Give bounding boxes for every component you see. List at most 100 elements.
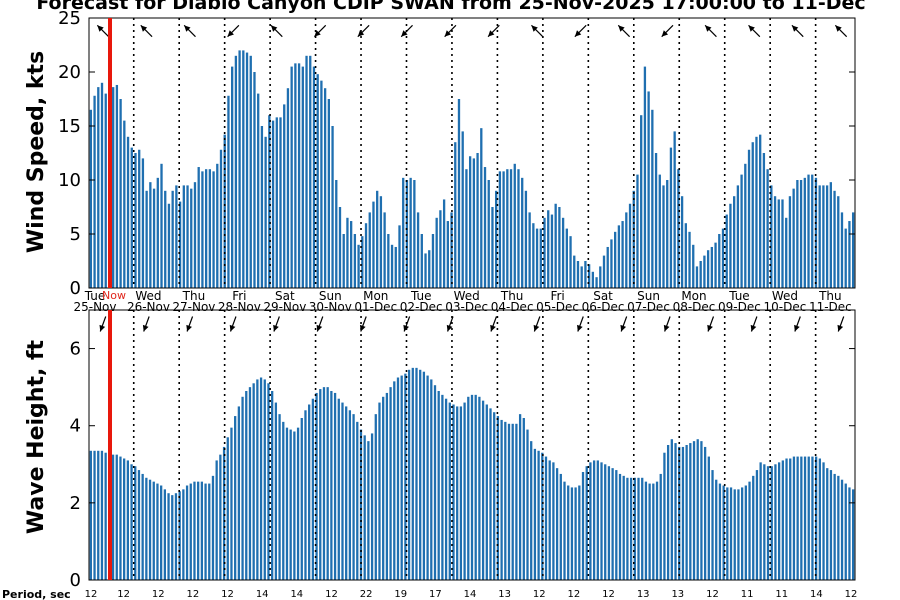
wave-bar [826,468,829,580]
wave-bar [378,402,381,580]
wind-bar [93,95,96,288]
wind-bar [524,190,528,288]
wind-bar [152,188,156,288]
wave-bar [670,439,673,580]
wind-bar [487,180,490,288]
wave-bar [315,392,318,580]
wind-tick-label: 25 [58,8,81,29]
wave-bar [641,477,644,580]
wave-bar [692,441,696,580]
wave-bar [663,452,666,580]
period-value: 22 [360,589,373,600]
wind-bar [491,207,494,288]
wind-bar [134,153,137,288]
wave-bar [104,452,107,580]
wave-bar [740,487,744,580]
wind-bar [751,142,754,288]
wave-bar [589,462,592,580]
wind-bar [182,185,185,288]
wind-bar [699,261,702,288]
wave-bar [415,367,418,580]
wave-bar [585,466,588,580]
wind-bar [851,212,855,288]
wind-bar [673,131,676,288]
wave-bar [574,487,577,580]
wave-bar [685,445,688,580]
wave-bar [774,464,777,580]
wind-bar [781,199,784,288]
wind-bar [413,180,416,288]
wind-bar [814,177,818,288]
wave-bar [308,404,311,580]
wave-bar [803,456,807,580]
wave-bar [848,487,851,580]
wind-bar [361,236,364,288]
wind-bar [580,266,583,288]
wind-bar [387,234,390,288]
wind-bar [840,212,844,288]
wave-bar [652,483,655,580]
period-value: 14 [290,589,303,600]
wind-bar [279,117,282,288]
wind-bar [212,171,215,288]
wind-bar [119,99,122,288]
wave-bar [126,460,129,580]
wind-bar [461,131,464,288]
wave-direction-arrow-icon [533,316,541,332]
period-value: 12 [533,589,546,600]
wave-bar [167,493,170,580]
wave-bar [419,369,422,580]
wind-bar [625,212,628,288]
wind-bar [736,185,740,288]
day-of-week-label: Thu [500,289,524,303]
wave-direction-arrow-icon [620,316,628,332]
wave-direction-arrow-icon [273,316,280,332]
wave-bar [493,412,496,580]
wind-bar [777,199,780,288]
wind-bar [684,223,687,288]
wave-bar [744,485,747,580]
wave-bar [548,460,551,580]
wave-direction-arrow-icon [99,316,107,332]
wave-bar [530,441,533,580]
wave-bar [422,371,426,580]
wave-bar [271,391,274,580]
wave-direction-arrow-icon [707,316,715,332]
wave-bar [500,419,503,580]
wave-bar [193,481,196,580]
wind-bar [234,55,238,288]
wind-direction-arrow-icon [531,24,544,38]
wave-bar [456,406,459,580]
wind-bar [364,223,368,288]
period-value: 12 [117,589,130,600]
wind-bar [409,177,412,288]
wave-bar [766,466,770,580]
wind-bar [320,80,323,288]
wave-bar [733,489,736,580]
wave-bar [485,404,488,580]
wind-direction-arrow-icon [574,24,587,38]
wave-bar [648,483,651,580]
wind-bar [398,225,401,288]
wave-bar [644,481,648,580]
wind-direction-arrow-icon [357,24,370,38]
wind-bar [677,169,680,288]
wind-bar [379,196,383,288]
wave-bar [245,391,248,580]
wind-bar [766,169,769,288]
wind-bar [587,264,591,288]
wave-bar [629,477,633,580]
wave-bar [389,387,392,580]
wind-bar [390,244,394,288]
wave-direction-arrows [99,316,845,332]
wave-bar [633,477,636,580]
wave-bar [137,470,141,580]
wind-bar [688,231,691,288]
wind-bar [521,177,524,288]
wave-bar [844,483,847,580]
wind-bar [755,136,758,288]
wind-bar [264,136,267,288]
wind-bar [327,99,330,288]
wind-bar [201,171,204,288]
